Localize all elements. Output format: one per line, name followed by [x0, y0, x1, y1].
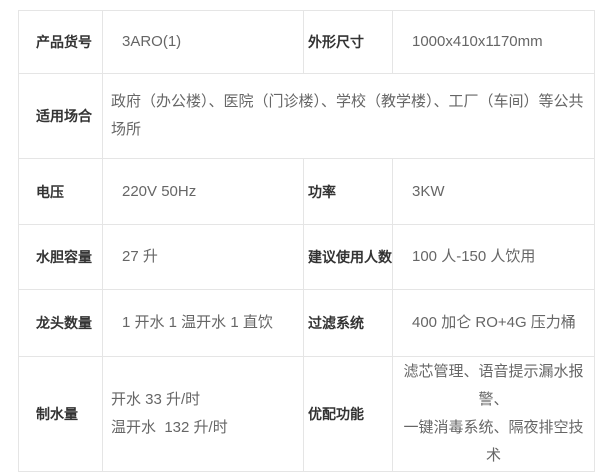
product-spec-table: 产品货号 3ARO(1) 外形尺寸 1000x410x1170mm 适用场合 政… — [18, 10, 595, 472]
spec-label-tank-capacity: 水胆容量 — [18, 224, 103, 290]
spec-value-faucet-count: 1 开水 1 温开水 1 直饮 — [102, 289, 304, 357]
spec-value-tank-capacity: 27 升 — [102, 224, 304, 290]
spec-value-voltage: 220V 50Hz — [102, 158, 304, 225]
spec-value-water-production: 开水 33 升/时 温开水 132 升/时 — [102, 356, 304, 472]
spec-value-filter-system: 400 加仑 RO+4G 压力桶 — [392, 289, 595, 357]
spec-value-product-code: 3ARO(1) — [102, 10, 304, 74]
spec-value-dimensions: 1000x410x1170mm — [392, 10, 595, 74]
spec-label-optional-features: 优配功能 — [303, 356, 393, 472]
spec-row-voltage-power: 电压 220V 50Hz 功率 3KW — [18, 158, 595, 225]
spec-row-applicable-places: 适用场合 政府（办公楼）、医院（门诊楼）、学校（教学楼）、工厂（车间）等公共场所 — [18, 73, 595, 159]
spec-value-applicable-places: 政府（办公楼）、医院（门诊楼）、学校（教学楼）、工厂（车间）等公共场所 — [102, 73, 595, 159]
spec-label-recommended-users: 建议使用人数 — [303, 224, 393, 290]
spec-label-voltage: 电压 — [18, 158, 103, 225]
spec-label-faucet-count: 龙头数量 — [18, 289, 103, 357]
spec-label-filter-system: 过滤系统 — [303, 289, 393, 357]
spec-row-production-features: 制水量 开水 33 升/时 温开水 132 升/时 优配功能 滤芯管理、语音提示… — [18, 356, 595, 472]
spec-label-dimensions: 外形尺寸 — [303, 10, 393, 74]
spec-value-optional-features: 滤芯管理、语音提示漏水报警、 一键消毒系统、隔夜排空技术 — [392, 356, 595, 472]
spec-label-product-code: 产品货号 — [18, 10, 103, 74]
spec-row-tank-capacity-users: 水胆容量 27 升 建议使用人数 100 人-150 人饮用 — [18, 224, 595, 290]
spec-row-faucets-filter: 龙头数量 1 开水 1 温开水 1 直饮 过滤系统 400 加仑 RO+4G 压… — [18, 289, 595, 357]
spec-row-product-code-dimensions: 产品货号 3ARO(1) 外形尺寸 1000x410x1170mm — [18, 10, 595, 74]
spec-label-applicable-places: 适用场合 — [18, 73, 103, 159]
spec-value-recommended-users: 100 人-150 人饮用 — [392, 224, 595, 290]
spec-label-water-production: 制水量 — [18, 356, 103, 472]
spec-value-power: 3KW — [392, 158, 595, 225]
spec-label-power: 功率 — [303, 158, 393, 225]
